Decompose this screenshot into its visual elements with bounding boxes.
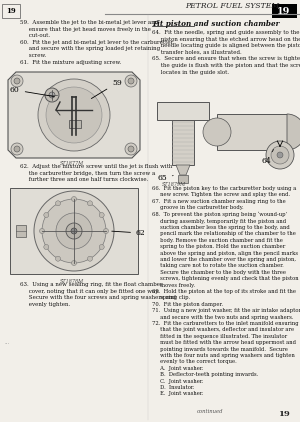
Circle shape [34, 191, 114, 271]
Circle shape [38, 79, 110, 151]
Circle shape [11, 75, 23, 87]
Text: 59.  Assemble the jet to the bi-metal jet lever and
     ensure that the jet hea: 59. Assemble the jet to the bi-metal jet… [20, 20, 173, 65]
Bar [272, 4, 297, 18]
Text: PETROL FUEL SYSTEM: PETROL FUEL SYSTEM [185, 2, 279, 10]
Text: ...: ... [4, 340, 9, 345]
Circle shape [44, 244, 49, 249]
Text: 65: 65 [157, 174, 173, 182]
Circle shape [42, 199, 106, 263]
Text: ST1877M: ST1877M [60, 161, 84, 166]
Text: ST1879M: ST1879M [162, 182, 186, 187]
Circle shape [46, 87, 102, 143]
Wedge shape [287, 114, 300, 150]
Text: 66.  Fit the piston key to the carburetter body using a
     new screw. Tighten : 66. Fit the piston key to the carburette… [152, 186, 300, 396]
Circle shape [99, 244, 104, 249]
Circle shape [44, 213, 49, 217]
Circle shape [277, 152, 283, 158]
Circle shape [56, 213, 92, 249]
Bar [10, 188, 138, 274]
Text: continued: continued [197, 409, 223, 414]
Text: 59: 59 [92, 79, 122, 99]
Circle shape [56, 256, 61, 261]
Polygon shape [8, 72, 140, 158]
Circle shape [266, 141, 294, 169]
Circle shape [66, 223, 82, 239]
Bar [217, 114, 287, 150]
Polygon shape [176, 165, 190, 175]
Text: ST1878M: ST1878M [60, 279, 84, 284]
Circle shape [14, 146, 20, 152]
Bar [178, 175, 188, 183]
Circle shape [203, 118, 231, 146]
Circle shape [88, 201, 92, 206]
Text: 62.  Adjust the mixture screw until the jet is flush with
     the carburetter b: 62. Adjust the mixture screw until the j… [20, 164, 172, 182]
Bar [2, 4, 20, 18]
Circle shape [11, 143, 23, 155]
Text: 62: 62 [112, 229, 146, 237]
Circle shape [88, 256, 92, 261]
Circle shape [125, 143, 137, 155]
Bar [172, 120, 194, 165]
Circle shape [71, 197, 76, 201]
Circle shape [56, 201, 61, 206]
Circle shape [128, 78, 134, 84]
Text: 64.  Fit the needle, spring and guide assembly to the
     piston ensuring that : 64. Fit the needle, spring and guide ass… [152, 30, 300, 75]
Bar [69, 120, 81, 128]
Circle shape [128, 146, 134, 152]
Circle shape [45, 88, 59, 102]
Text: 19: 19 [278, 410, 290, 418]
Text: 64: 64 [262, 149, 274, 165]
Text: Fit piston and suction chamber: Fit piston and suction chamber [152, 20, 280, 28]
Bar [157, 102, 209, 120]
Text: 60: 60 [10, 86, 54, 97]
Text: 19: 19 [277, 6, 291, 16]
Circle shape [71, 260, 76, 265]
Text: 19: 19 [6, 7, 16, 15]
Circle shape [99, 213, 104, 217]
Circle shape [14, 78, 20, 84]
Circle shape [71, 228, 77, 234]
Circle shape [271, 146, 289, 164]
Circle shape [125, 75, 137, 87]
Circle shape [40, 228, 44, 233]
Bar [16, 225, 26, 237]
Text: 63.  Using a new sealing ring, fit the float chamber
     cover, noting that it : 63. Using a new sealing ring, fit the fl… [20, 282, 176, 307]
Circle shape [103, 228, 109, 233]
Circle shape [49, 92, 55, 98]
